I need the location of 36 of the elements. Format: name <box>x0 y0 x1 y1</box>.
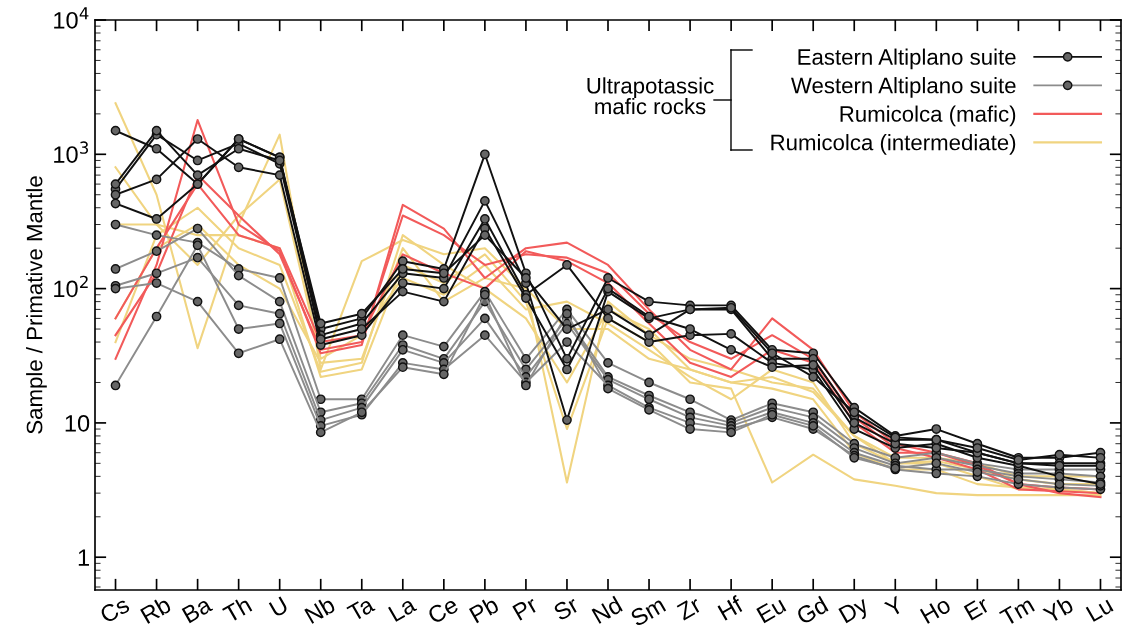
x-tick-label: Rb <box>139 595 172 624</box>
y-tick-label: 10$^{4}$ <box>54 7 89 29</box>
x-tick-label: Tm <box>999 596 1035 627</box>
x-tick-label: Sm <box>629 596 667 628</box>
y-tick-label: 1 <box>78 549 89 566</box>
annotation: Ultrapotassic mafic rocks <box>587 77 714 115</box>
x-tick-label: Ho <box>919 596 952 624</box>
x-tick-label: Nd <box>591 595 623 624</box>
x-tick-label: Th <box>221 595 253 624</box>
x-tick-label: Gd <box>795 595 829 626</box>
x-tick-label: Nb <box>303 595 337 624</box>
x-tick-label: Dy <box>838 595 873 628</box>
x-tick-label: Eu <box>756 596 787 624</box>
y-tick-label: 10$^{3}$ <box>54 141 89 163</box>
x-tick-label: La <box>388 595 418 623</box>
y-tick-label: 10$^{2}$ <box>54 275 88 298</box>
x-tick-label: Cs <box>98 595 131 624</box>
x-tick-label: Pr <box>512 595 539 621</box>
x-tick-label: Ce <box>426 595 460 625</box>
x-tick-label: Yb <box>1041 595 1075 625</box>
legend-label: Western Altiplano suite <box>791 77 1016 98</box>
x-tick-label: U <box>268 596 289 618</box>
legend-label: Eastern Altiplano suite <box>798 48 1016 70</box>
x-tick-label: Zr <box>676 595 703 621</box>
x-tick-label: Ta <box>346 595 376 623</box>
legend-label: Rumicolca (intermediate) <box>771 134 1016 155</box>
x-tick-label: Lu <box>1085 596 1114 623</box>
y-axis-title: Sample / Primative Mantle <box>26 176 47 434</box>
y-tick-label: 10 <box>65 414 90 432</box>
x-tick-label: Sr <box>552 595 581 622</box>
x-tick-label: Ba <box>181 595 214 624</box>
legend-label: Rumicolca (mafic) <box>840 105 1016 127</box>
x-tick-label: Y <box>883 595 905 618</box>
x-tick-label: Hf <box>717 594 745 621</box>
x-tick-label: Pb <box>468 595 500 624</box>
x-tick-label: Er <box>963 595 991 621</box>
